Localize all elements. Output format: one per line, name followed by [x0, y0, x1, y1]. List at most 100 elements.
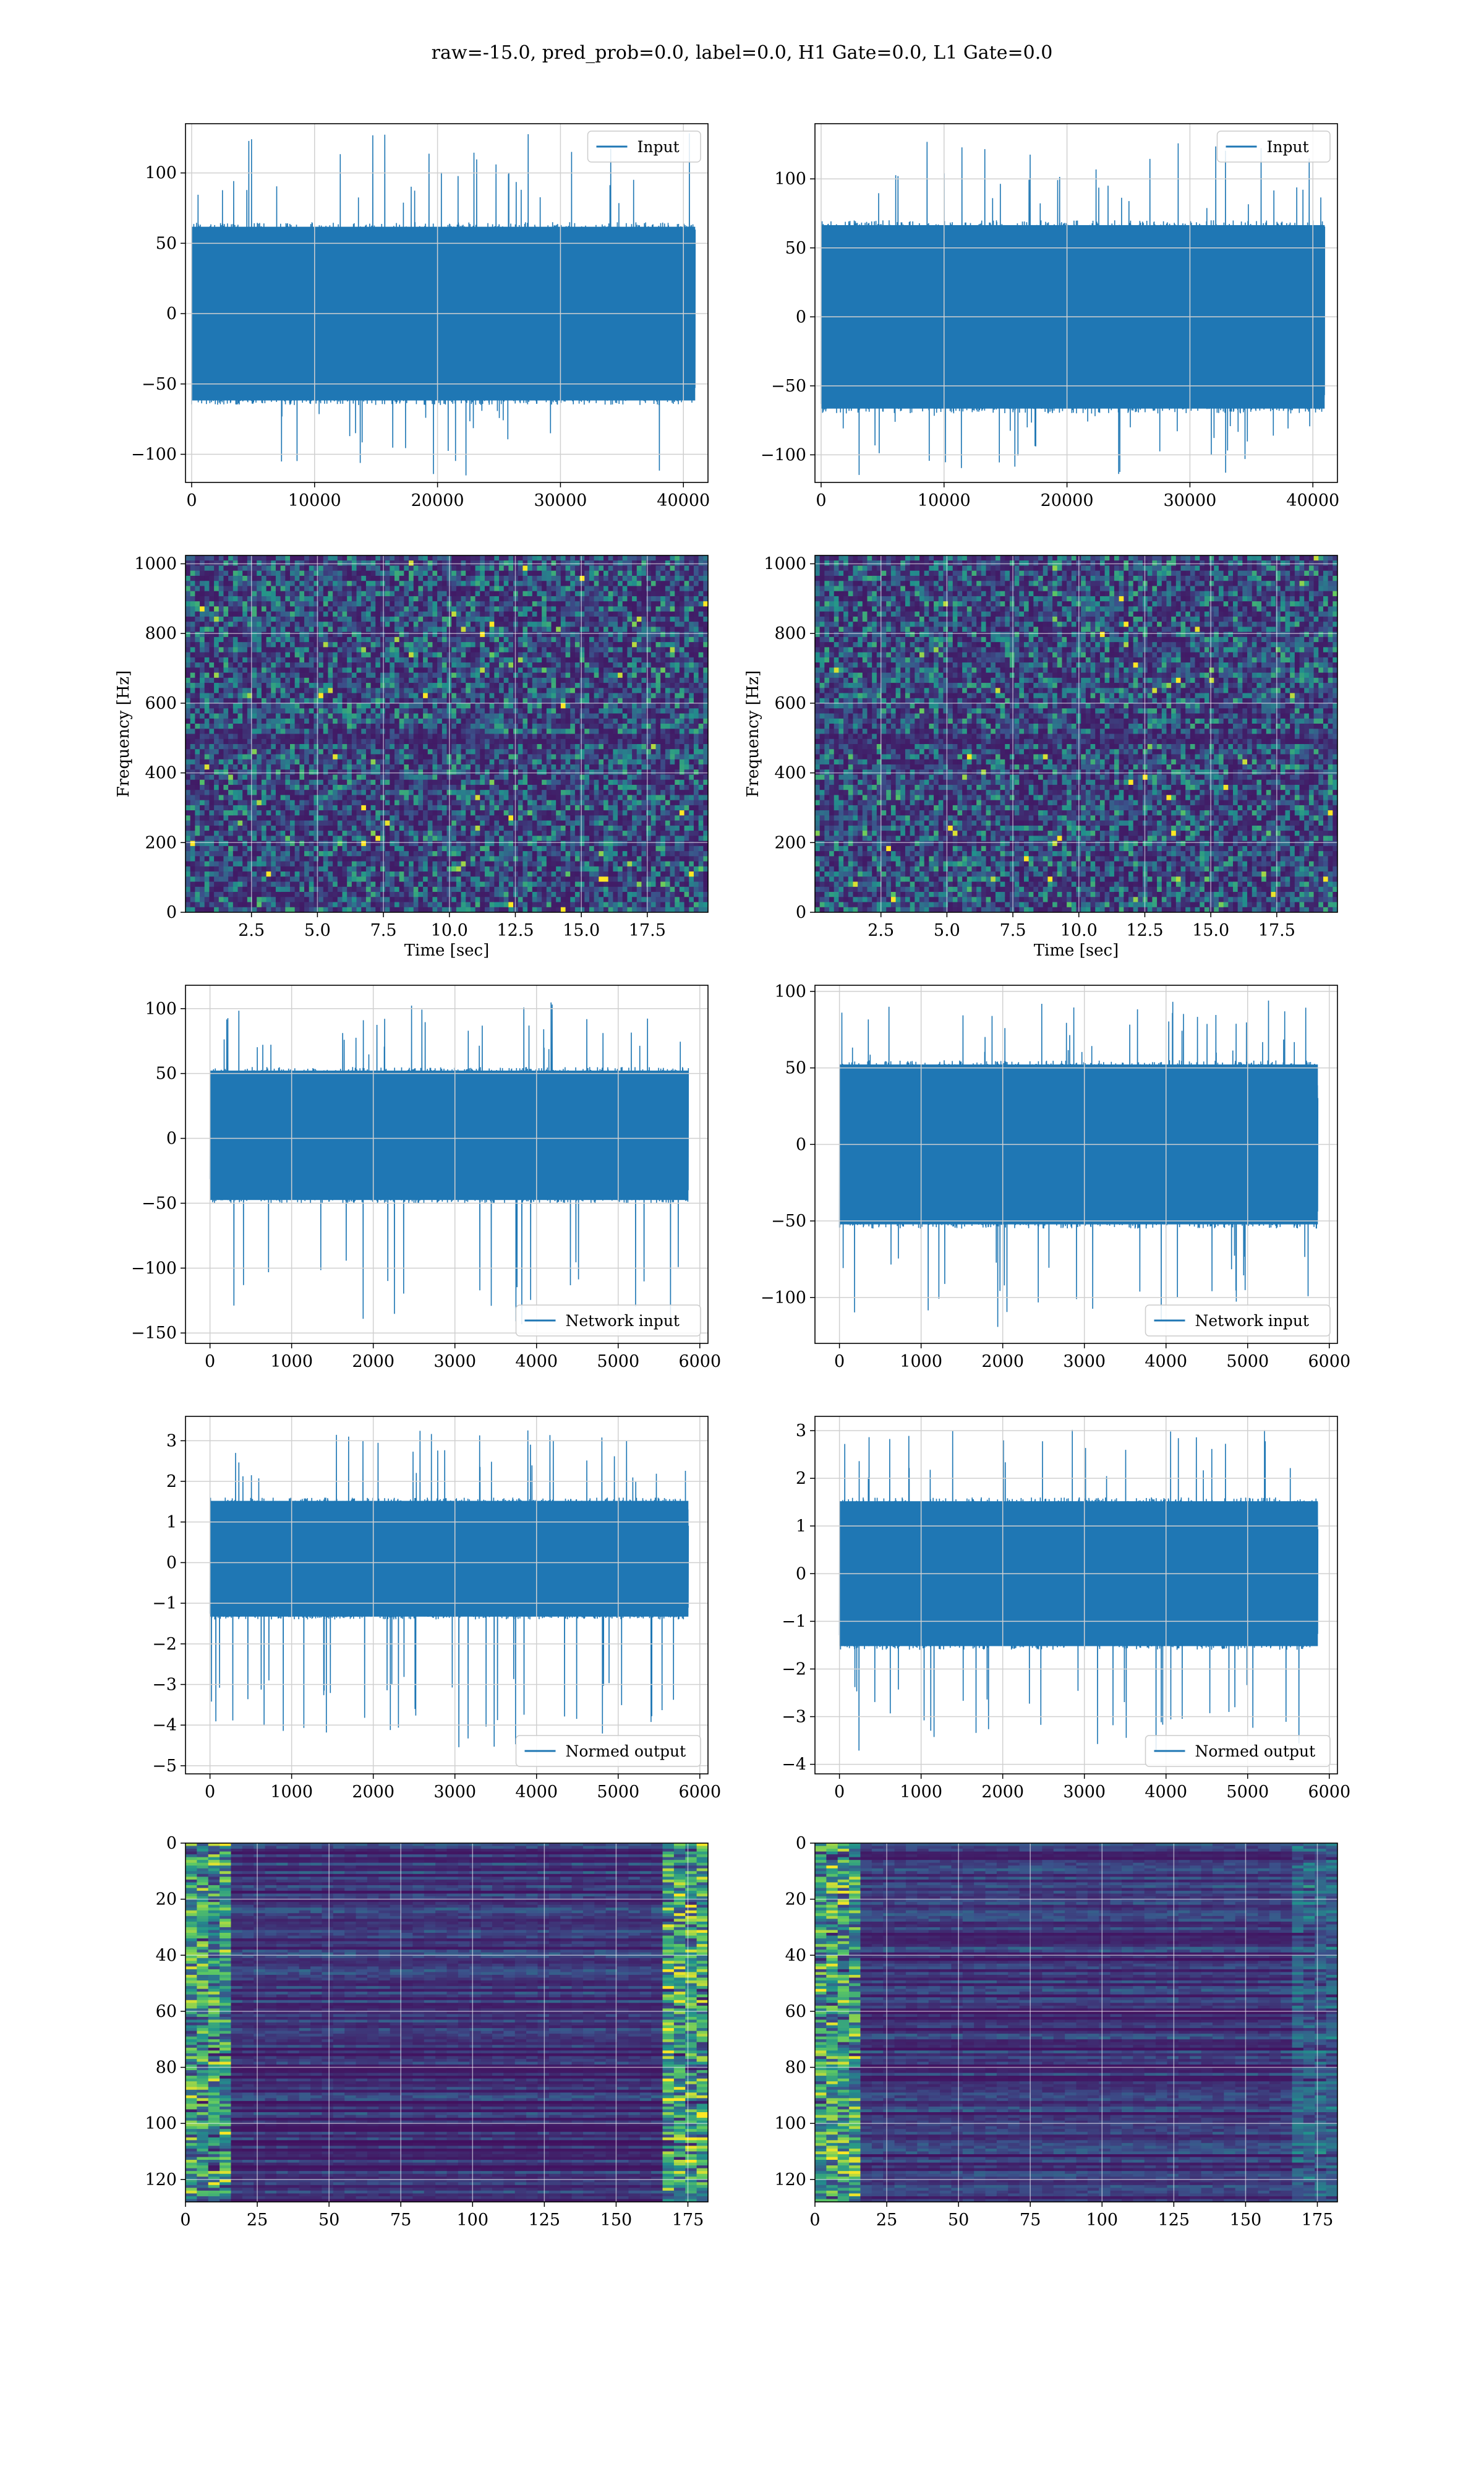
- spectrogram-cell: [475, 693, 480, 699]
- spectrogram-cell: [356, 749, 362, 755]
- spectrogram-cell: [409, 749, 414, 755]
- spectrogram-cell: [309, 555, 315, 561]
- spectrogram-cell: [409, 713, 414, 719]
- spectrogram-cell: [190, 841, 195, 847]
- spectrogram-cell: [409, 754, 414, 760]
- spectrogram-cell: [299, 815, 305, 821]
- spectrogram-cell: [409, 698, 414, 704]
- spectrogram-cell: [484, 866, 490, 872]
- spectrogram-cell: [375, 683, 381, 688]
- spectrogram-cell: [186, 805, 191, 811]
- spectrogram-cell: [218, 662, 224, 668]
- spectrogram-cell: [423, 565, 429, 571]
- spectrogram-cell: [489, 861, 495, 867]
- spectrogram-cell: [480, 560, 485, 567]
- spectrogram-cell: [503, 631, 509, 638]
- spectrogram-cell: [399, 897, 404, 903]
- spectrogram-cell: [489, 693, 495, 699]
- spectrogram-cell: [461, 881, 466, 888]
- spectrogram-cell: [404, 647, 409, 653]
- spectrogram-cell: [271, 606, 276, 612]
- spectrogram-cell: [304, 708, 310, 714]
- spectrogram-cell: [418, 861, 424, 867]
- spectrogram-cell: [190, 871, 195, 877]
- spectrogram-cell: [218, 672, 224, 678]
- spectrogram-cell: [313, 881, 319, 888]
- spectrogram-cell: [200, 754, 205, 760]
- spectrogram-cell: [380, 611, 386, 617]
- spectrogram-cell: [261, 907, 267, 912]
- spectrogram-cell: [409, 575, 414, 581]
- spectrogram-cell: [390, 774, 395, 781]
- spectrogram-cell: [342, 683, 348, 688]
- spectrogram-cell: [370, 713, 376, 719]
- spectrogram-cell: [323, 698, 329, 704]
- spectrogram-cell: [385, 881, 390, 888]
- spectrogram-cell: [484, 581, 490, 587]
- spectrogram-cell: [247, 616, 253, 622]
- spectrogram-cell: [275, 560, 281, 567]
- spectrogram-cell: [247, 831, 253, 836]
- spectrogram-cell: [209, 892, 215, 897]
- spectrogram-cell: [385, 693, 390, 699]
- spectrogram-cell: [370, 631, 376, 638]
- spectrogram-cell: [480, 724, 485, 729]
- spectrogram-cell: [328, 876, 333, 883]
- spectrogram-cell: [237, 825, 243, 831]
- spectrogram-cell: [461, 555, 466, 561]
- spectrogram-cell: [484, 631, 490, 638]
- spectrogram-cell: [489, 596, 495, 602]
- spectrogram-cell: [313, 647, 319, 653]
- spectrogram-cell: [432, 886, 438, 892]
- spectrogram-cell: [190, 662, 195, 668]
- spectrogram-cell: [337, 565, 343, 571]
- spectrogram-cell: [404, 616, 409, 622]
- spectrogram-cell: [480, 845, 485, 852]
- spectrogram-cell: [437, 575, 443, 581]
- spectrogram-cell: [275, 897, 281, 903]
- spectrogram-cell: [351, 759, 357, 765]
- spectrogram-cell: [375, 774, 381, 781]
- spectrogram-cell: [294, 616, 300, 622]
- spectrogram-cell: [204, 764, 210, 770]
- spectrogram-cell: [461, 774, 466, 781]
- spectrogram-cell: [209, 734, 215, 740]
- spectrogram-cell: [252, 866, 257, 872]
- spectrogram-cell: [223, 575, 229, 581]
- spectrogram-cell: [380, 688, 386, 694]
- spectrogram-cell: [309, 876, 315, 883]
- spectrogram-cell: [370, 708, 376, 714]
- spectrogram-cell: [304, 774, 310, 781]
- spectrogram-cell: [309, 667, 315, 674]
- spectrogram-cell: [385, 560, 390, 567]
- spectrogram-cell: [375, 841, 381, 847]
- spectrogram-cell: [304, 703, 310, 709]
- spectrogram-cell: [480, 734, 485, 740]
- spectrogram-cell: [266, 886, 271, 892]
- spectrogram-cell: [232, 642, 239, 648]
- spectrogram-cell: [347, 841, 352, 847]
- spectrogram-cell: [232, 845, 239, 852]
- spectrogram-cell: [232, 779, 239, 785]
- spectrogram-cell: [470, 698, 476, 704]
- spectrogram-cell: [257, 754, 262, 760]
- spectrogram-cell: [271, 815, 276, 821]
- spectrogram-cell: [304, 688, 310, 694]
- spectrogram-cell: [242, 622, 248, 627]
- spectrogram-cell: [370, 677, 376, 683]
- spectrogram-cell: [242, 729, 248, 735]
- spectrogram-cell: [333, 907, 338, 912]
- spectrogram-cell: [337, 805, 343, 811]
- spectrogram-cell: [480, 729, 485, 735]
- spectrogram-cell: [409, 759, 414, 765]
- spectrogram-cell: [280, 734, 286, 740]
- spectrogram-cell: [370, 627, 376, 633]
- spectrogram-cell: [285, 734, 291, 740]
- spectrogram-cell: [337, 795, 343, 801]
- spectrogram-cell: [232, 622, 239, 627]
- spectrogram-cell: [186, 892, 191, 897]
- spectrogram-cell: [342, 836, 348, 842]
- spectrogram-cell: [309, 759, 315, 765]
- spectrogram-cell: [214, 851, 220, 857]
- spectrogram-cell: [418, 876, 424, 883]
